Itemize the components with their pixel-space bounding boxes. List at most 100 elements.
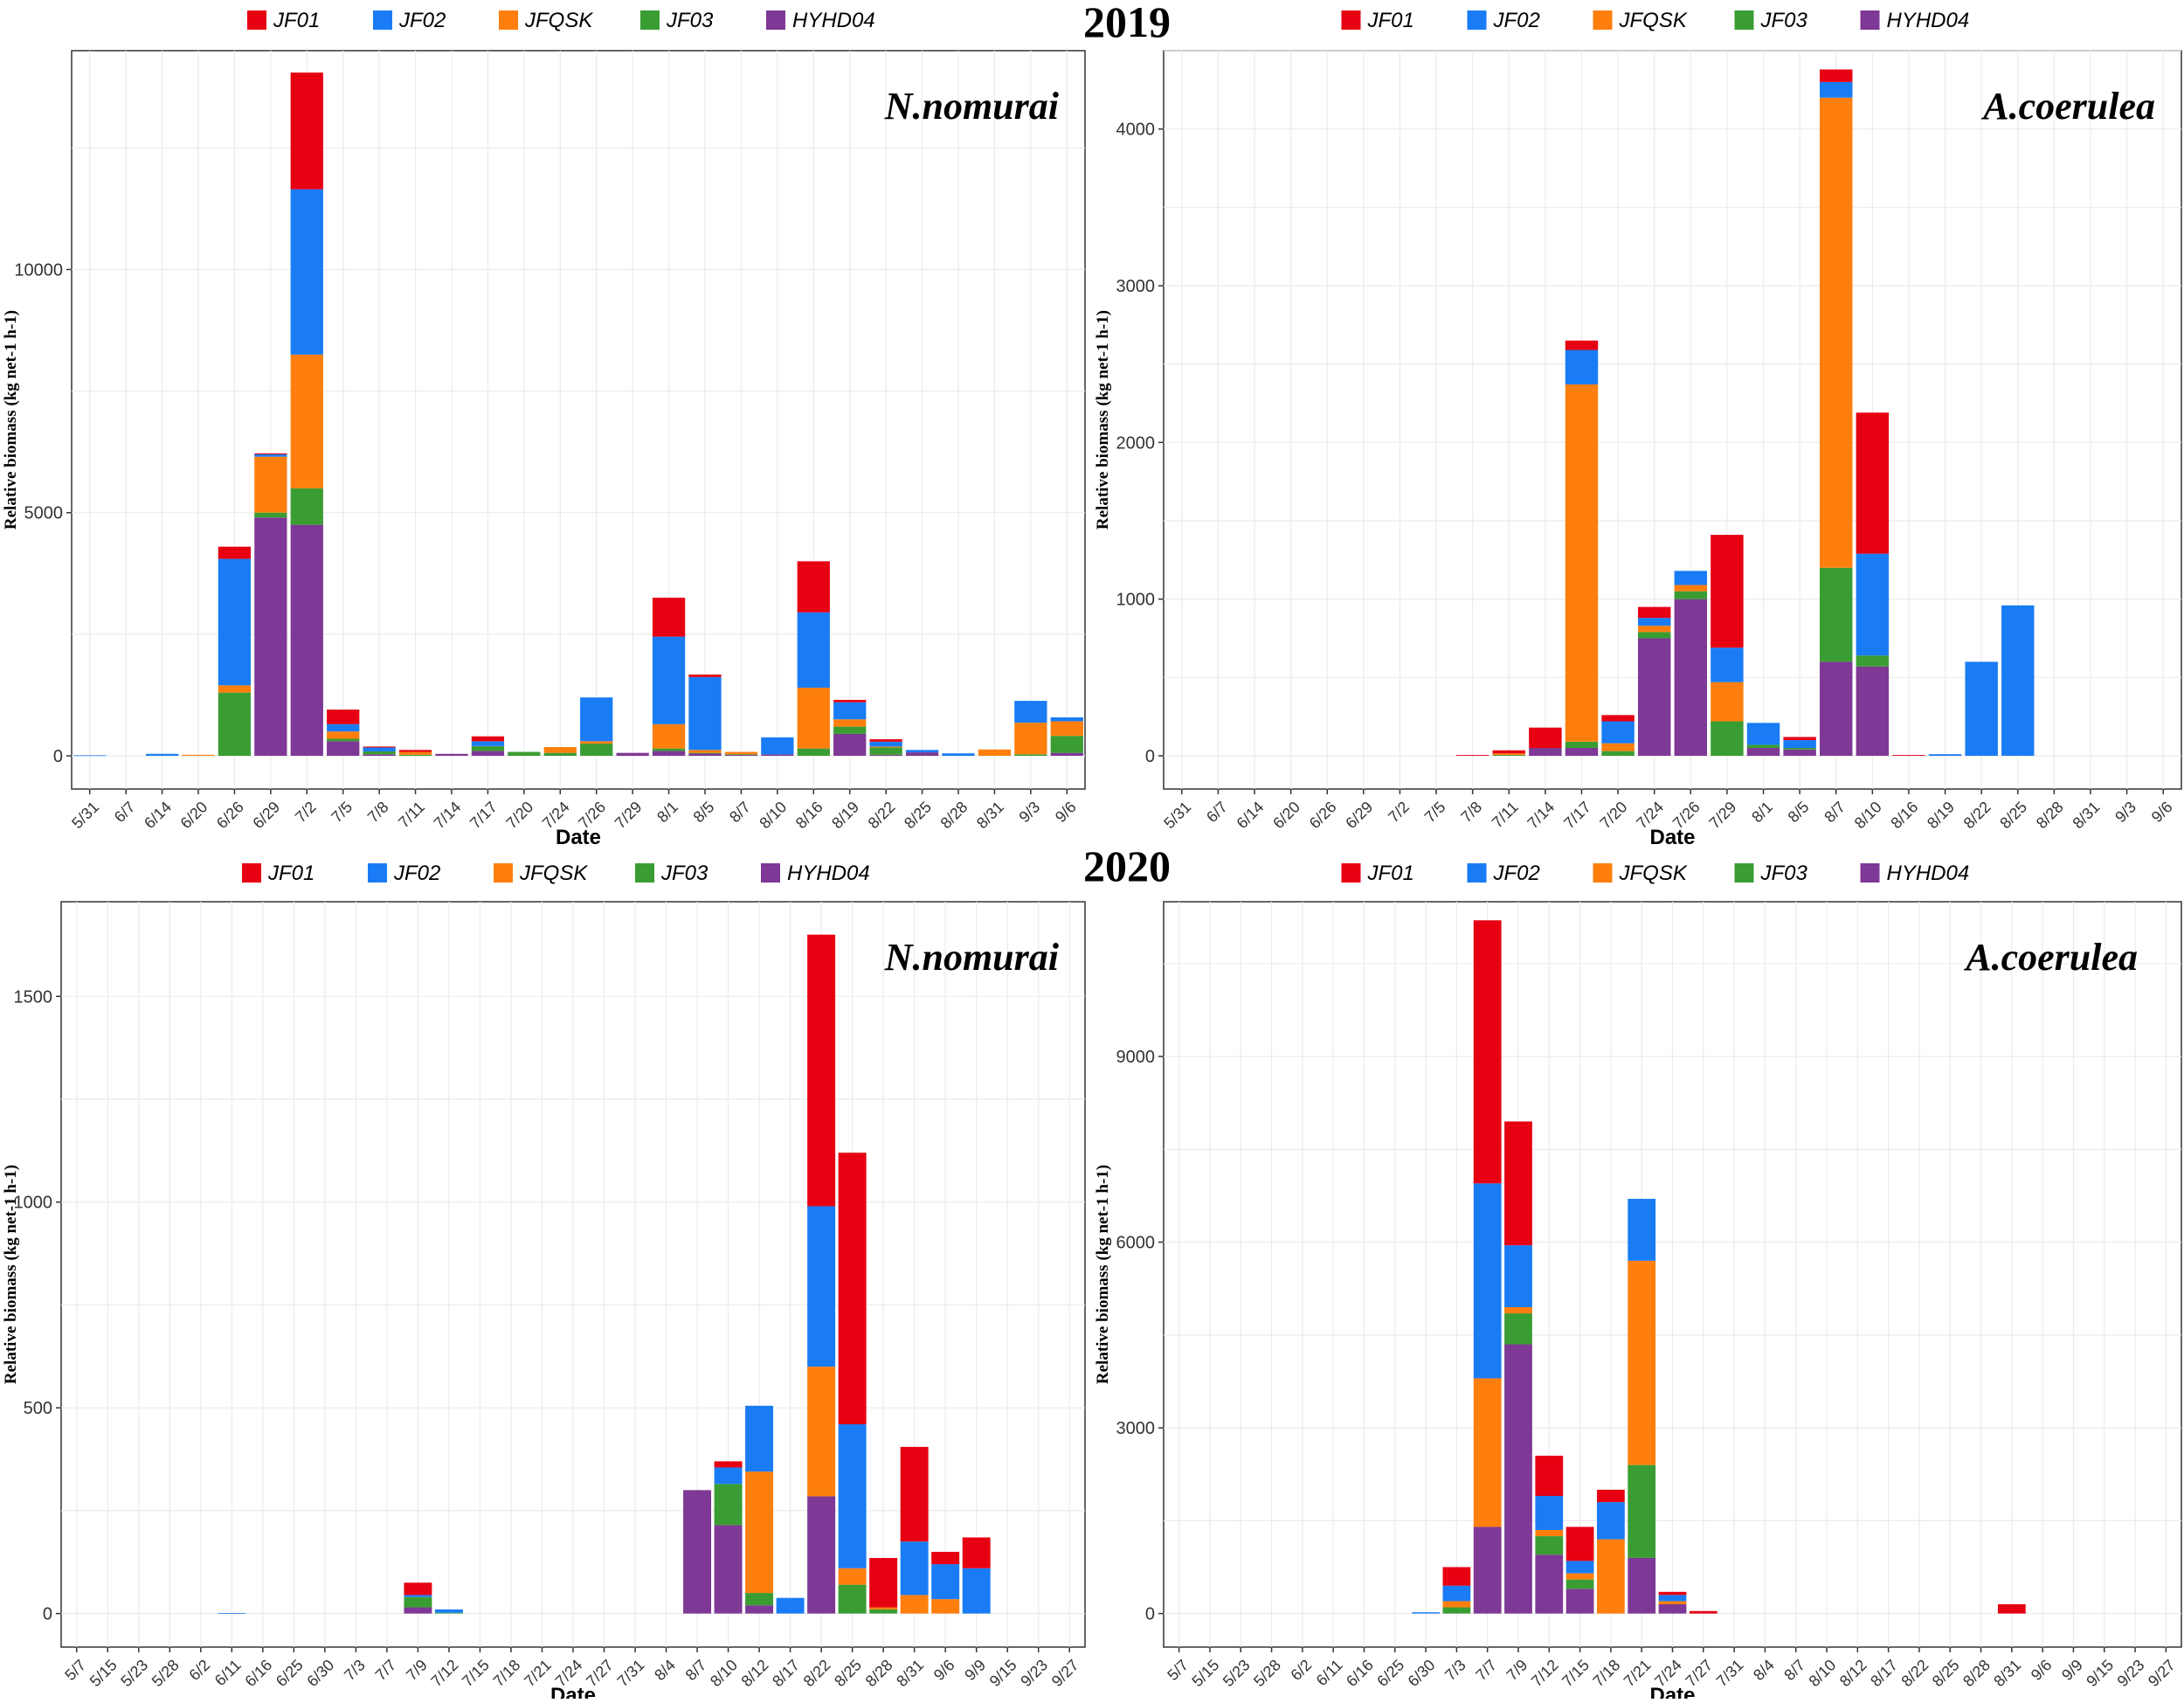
- bar-segment-jfqsk-7-26: [1674, 585, 1708, 592]
- bar-segment-jf02-5-31: [73, 755, 107, 757]
- bar-segment-jf03-8-28: [869, 1609, 898, 1614]
- bar-segment-hyhd04-8-10: [761, 754, 794, 756]
- x-tick-label: 9/15: [2083, 1656, 2117, 1690]
- x-axis-title: Date: [1649, 826, 1695, 849]
- legend-swatch-jfqsk: [494, 863, 513, 883]
- bar-segment-jf02-6-14: [145, 753, 179, 756]
- year-title: 2020: [1083, 841, 1171, 890]
- x-tick-label: 7/5: [1421, 798, 1449, 826]
- bar-segment-jfqsk-8-7: [1820, 97, 1853, 568]
- bar-segment-jf03-8-16: [797, 748, 830, 756]
- bar-segment-hyhd04-7-21: [1628, 1557, 1656, 1614]
- bar-segment-hyhd04-8-25: [905, 752, 939, 756]
- legend-label-jf01: JF01: [1367, 862, 1414, 885]
- legend: JF01 JF02 JFQSK JF03 HYHD04: [247, 9, 875, 32]
- legend-label-jfqsk: JFQSK: [524, 9, 593, 32]
- x-tick-label: 8/17: [1867, 1656, 1901, 1690]
- bar-segment-jfqsk-9-3: [1014, 723, 1047, 755]
- bar-segment-jf01-7-17: [471, 736, 505, 742]
- x-tick-label: 5/7: [61, 1656, 89, 1684]
- x-tick-label: 8/31: [1990, 1656, 2024, 1690]
- x-tick-label: 5/31: [68, 798, 102, 832]
- bar-segment-jf03-8-10: [714, 1484, 743, 1526]
- bar-segment-jf02-8-25: [2001, 605, 2035, 756]
- bar-segment-hyhd04-8-19: [833, 733, 867, 756]
- bar-segment-jf02-8-5: [1783, 740, 1816, 749]
- bar-segment-jf02-7-21: [1628, 1199, 1656, 1261]
- x-tick-label: 8/28: [2033, 798, 2067, 832]
- bar-segment-jf01-8-7: [1820, 69, 1853, 82]
- bar-segment-jf02-8-16: [797, 612, 830, 689]
- legend-label-jf02: JF02: [393, 862, 440, 885]
- bar-segment-jfqsk-8-28: [869, 1607, 898, 1610]
- bar-segment-jfqsk-9-6: [1050, 721, 1083, 737]
- bar-segment-jf01-7-24: [1637, 606, 1671, 619]
- bar-segment-jfqsk-8-31: [978, 749, 1012, 756]
- bar-segment-jf02-8-19: [1928, 754, 1962, 756]
- bar-segment-jf03-7-15: [1565, 1579, 1594, 1589]
- bar-segment-jf03-7-26: [1674, 591, 1708, 599]
- bar-segment-hyhd04-6-29: [254, 517, 287, 756]
- bar-segment-jf03-7-12: [434, 1612, 463, 1614]
- bar-segment-hyhd04-7-12: [1535, 1554, 1564, 1614]
- x-tick-label: 8/22: [1960, 798, 1994, 832]
- x-tick-label: 7/2: [292, 798, 320, 826]
- bar-segment-jf01-7-5: [327, 710, 360, 724]
- x-tick-label: 7/18: [490, 1656, 524, 1690]
- x-tick-label: 8/28: [937, 798, 971, 832]
- bar-segment-jf03-8-5: [688, 752, 722, 754]
- bar-segment-jf01-8-10: [714, 1461, 743, 1468]
- x-tick-label: 8/5: [1785, 798, 1813, 826]
- bar-segment-jfqsk-7-17: [1565, 384, 1599, 742]
- grid: [1164, 902, 2181, 1647]
- bar-segment-jfqsk-8-19: [833, 719, 867, 727]
- bar-segment-jf02-6-29: [254, 453, 287, 457]
- x-tick-label: 5/15: [1188, 1656, 1222, 1690]
- bar-segment-jfqsk-6-26: [218, 685, 252, 693]
- x-tick-label: 9/9: [961, 1656, 989, 1684]
- x-tick-label: 8/1: [1748, 798, 1776, 826]
- y-tick-label: 0: [43, 1605, 52, 1624]
- bar-segment-jfqsk-8-25: [838, 1568, 867, 1585]
- bar-segment-hyhd04-7-5: [327, 741, 360, 756]
- bar-segment-jf03-7-12: [1535, 1536, 1564, 1555]
- x-tick-label: 9/9: [2058, 1656, 2086, 1684]
- y-tick-label: 0: [53, 747, 63, 766]
- bar-segment-hyhd04-8-5: [1783, 749, 1816, 756]
- bar-segment-jf02-8-22: [869, 741, 902, 747]
- bar-segment-jf02-8-1: [1746, 723, 1780, 745]
- x-tick-label: 8/10: [756, 798, 790, 832]
- bar-segment-jf01-7-2: [290, 73, 323, 190]
- legend-swatch-jf03: [1734, 863, 1754, 883]
- bar-segment-jf02-7-8: [363, 747, 396, 751]
- x-tick-label: 7/12: [427, 1656, 461, 1690]
- x-tick-label: 9/15: [986, 1656, 1020, 1690]
- legend-label-jf03: JF03: [660, 862, 708, 885]
- bar-segment-jf01-6-26: [218, 546, 252, 559]
- bar-segment-jf02-7-24: [1637, 618, 1671, 627]
- x-tick-label: 6/2: [185, 1656, 213, 1684]
- x-tick-label: 9/6: [2028, 1656, 2056, 1684]
- x-tick-label: 8/12: [1836, 1656, 1870, 1690]
- bar-segment-jf02-7-9: [1504, 1245, 1532, 1307]
- x-tick-label: 7/29: [1705, 798, 1739, 832]
- y-tick-label: 3000: [1116, 277, 1156, 296]
- legend-swatch-jfqsk: [1593, 10, 1613, 30]
- legend-swatch-jfqsk: [1593, 863, 1613, 883]
- x-tick-label: 5/7: [1164, 1656, 1192, 1684]
- legend-swatch-jfqsk: [499, 10, 518, 30]
- x-tick-label: 5/28: [1250, 1656, 1284, 1690]
- bar-segment-jf03-7-2: [290, 488, 323, 525]
- x-tick-label: 8/19: [828, 798, 862, 832]
- x-tick-label: 5/23: [117, 1656, 151, 1690]
- legend-label-jfqsk: JFQSK: [1619, 862, 1688, 885]
- species-label: N.nomurai: [884, 85, 1060, 128]
- bar-segment-jf01-7-3: [1442, 1567, 1471, 1586]
- bar-segment-jf02-6-26: [218, 558, 252, 686]
- bar-segment-jfqsk-7-11: [1492, 753, 1525, 756]
- bar-segment-jf01-8-22: [807, 934, 836, 1207]
- y-axis-title: Relative biomass (kg net-1 h-1): [1094, 1165, 1112, 1384]
- x-tick-label: 9/3: [1015, 798, 1043, 826]
- bar-segment-jfqsk-7-18: [1597, 1539, 1625, 1614]
- bar-segment-jf03-7-5: [327, 738, 360, 742]
